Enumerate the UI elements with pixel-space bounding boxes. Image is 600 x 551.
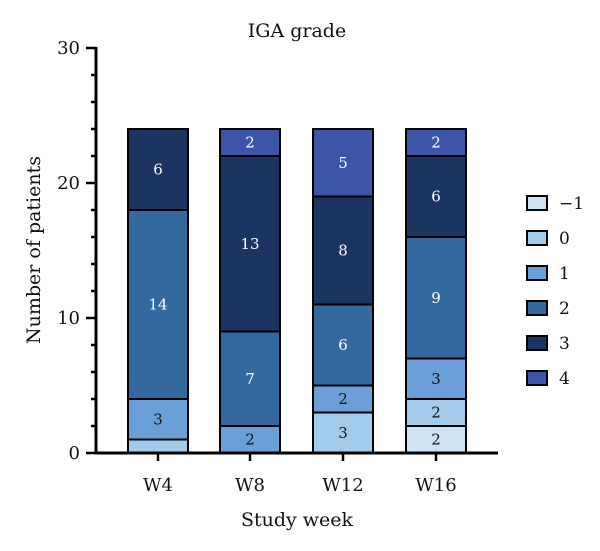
bar-w8-grade-1 (219, 425, 281, 454)
data-label-w16-grade-3: 6 (431, 188, 441, 206)
bar-w16-grade-4 (405, 128, 467, 157)
data-label-w12-grade-2: 6 (338, 336, 348, 354)
bar-w8-grade-2 (219, 330, 281, 427)
bar-w4-grade-1 (127, 398, 189, 441)
bar-w4-grade-2 (127, 209, 189, 400)
y-tick-label-10: 10 (57, 308, 80, 329)
bar-w16-grade-3 (405, 155, 467, 238)
legend-swatch-grade-3 (526, 335, 548, 351)
legend-swatch-grade-1 (526, 265, 548, 281)
x-tick-label-w8: W8 (235, 475, 265, 496)
data-label-w16-grade-0: 2 (431, 404, 441, 422)
x-axis-label: Study week (241, 509, 354, 531)
legend: −1 0 1 2 3 4 (526, 194, 584, 389)
bar-w4-grade-0 (127, 438, 189, 454)
x-tick-label-w4: W4 (143, 475, 173, 496)
data-label-w16-grade-4: 2 (431, 134, 441, 152)
legend-swatch-grade-minus1 (526, 195, 548, 211)
legend-swatch-grade-2 (526, 300, 548, 316)
data-label-w8-grade-4: 2 (245, 134, 255, 152)
data-label-w4-grade-2: 14 (148, 296, 167, 314)
y-tick-label-0: 0 (69, 443, 80, 464)
y-axis-label: Number of patients (23, 156, 45, 344)
legend-label-grade-2: 2 (559, 299, 570, 319)
bar-w16-grade-2 (405, 236, 467, 360)
legend-swatch-grade-4 (526, 370, 548, 386)
bar-w12-grade-0 (312, 411, 374, 454)
data-label-w16-grade-2: 9 (431, 289, 441, 307)
data-label-w12-grade-3: 8 (338, 242, 348, 260)
data-label-w12-grade-0: 3 (338, 424, 348, 442)
data-label-w16-grade-minus1: 2 (431, 431, 441, 449)
bar-w12-grade-3 (312, 195, 374, 306)
legend-swatch-grade-0 (526, 230, 548, 246)
bar-w4-grade-3 (127, 128, 189, 211)
legend-label-grade-minus1: −1 (559, 194, 584, 214)
y-tick-label-20: 20 (57, 173, 80, 194)
y-tick-label-30: 30 (57, 38, 80, 59)
legend-label-grade-0: 0 (559, 229, 570, 249)
bar-w12-grade-1 (312, 384, 374, 414)
legend-label-grade-4: 4 (559, 369, 570, 389)
bar-w8-grade-4 (219, 128, 281, 157)
bars-group: 3 14 6 2 7 13 2 3 2 6 8 5 2 2 3 9 6 2 (127, 128, 467, 454)
bar-w12-grade-4 (312, 128, 374, 198)
chart-title: IGA grade (248, 20, 346, 42)
data-label-w8-grade-3: 13 (240, 235, 259, 253)
x-tick-label-w16: W16 (415, 475, 456, 496)
bar-w16-grade-1 (405, 357, 467, 400)
legend-label-grade-1: 1 (559, 264, 570, 284)
bar-w12-grade-2 (312, 303, 374, 387)
data-label-w12-grade-1: 2 (338, 390, 348, 408)
bar-w8-grade-3 (219, 155, 281, 333)
x-tick-label-w12: W12 (322, 475, 363, 496)
data-label-w8-grade-1: 2 (245, 431, 255, 449)
data-label-w16-grade-1: 3 (431, 370, 441, 388)
data-label-w4-grade-3: 6 (153, 161, 163, 179)
data-label-w4-grade-1: 3 (153, 410, 163, 428)
axes-group: 0 10 20 30 W4 W8 W12 W16 (57, 38, 498, 496)
legend-label-grade-3: 3 (559, 334, 570, 354)
data-label-w8-grade-2: 7 (245, 370, 255, 388)
data-label-w12-grade-4: 5 (338, 154, 348, 172)
